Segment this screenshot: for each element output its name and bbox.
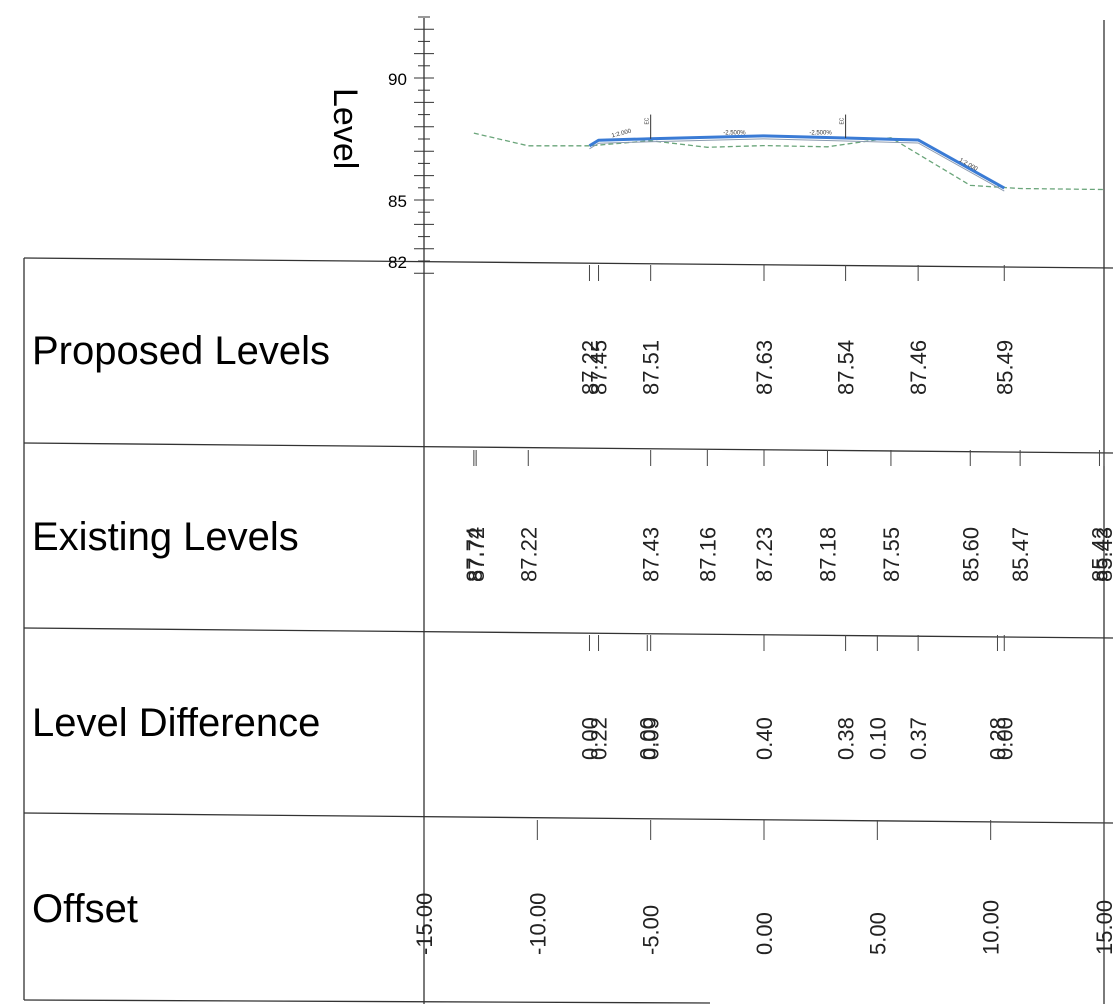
existing-value: 87.16	[695, 527, 720, 582]
row-divider-2	[23, 627, 1113, 639]
y-tick-90: 90	[388, 70, 407, 89]
proposed-surface-line	[588, 134, 1005, 190]
proposed-layer-line	[589, 138, 1005, 192]
existing-value: 87.23	[752, 527, 777, 582]
proposed-value: 87.51	[639, 340, 664, 395]
y-tick-85: 85	[388, 192, 407, 211]
existing-value: 87.22	[516, 527, 541, 582]
difference-value: 0.38	[834, 717, 859, 760]
row-label-difference: Level Difference	[32, 701, 320, 745]
proposed-value: 87.63	[752, 340, 777, 395]
table-bottom-border	[23, 999, 711, 1004]
row-divider-3	[23, 812, 1113, 824]
offset-tick-label: -5.00	[639, 905, 664, 955]
existing-value: 85.47	[1008, 527, 1033, 582]
row-label-offset: Offset	[32, 887, 138, 931]
difference-value: 0.09	[639, 717, 664, 760]
difference-value: 0.37	[906, 717, 931, 760]
difference-value: 0.00	[992, 717, 1017, 760]
profiles	[473, 132, 1105, 192]
y-axis-ticks	[414, 16, 434, 274]
row-label-proposed: Proposed Levels	[32, 329, 330, 373]
row-divider-1	[23, 442, 1113, 454]
offset-tick-label: 0.00	[752, 912, 777, 955]
slope-label: -2.500%	[723, 131, 746, 137]
difference-value: 0.40	[752, 717, 777, 760]
existing-value: 87.72	[464, 527, 489, 582]
proposed-value: 87.46	[906, 340, 931, 395]
existing-value: 87.18	[815, 527, 840, 582]
existing-value: 87.43	[639, 527, 664, 582]
existing-ground-line	[473, 132, 1105, 191]
existing-value: 87.74	[462, 527, 487, 582]
difference-value: 0.28	[985, 717, 1010, 760]
difference-value: 0.00	[577, 717, 602, 760]
existing-value: 85.60	[958, 527, 983, 582]
ec-label: EC	[645, 117, 651, 124]
offset-tick-label: -10.00	[525, 893, 550, 955]
difference-value: 0.00	[635, 717, 660, 760]
offset-tick-label: 5.00	[865, 912, 890, 955]
ec-label: EC	[840, 117, 846, 124]
existing-value: 85.42	[1087, 527, 1112, 582]
slope-label: 1:2.000	[611, 128, 633, 139]
difference-value: 0.22	[587, 717, 612, 760]
axis-title-level: Level	[326, 88, 364, 169]
table-top-border	[23, 257, 1113, 269]
proposed-value: 87.45	[587, 340, 612, 395]
offset-tick-label: 10.00	[979, 900, 1004, 955]
difference-value: 0.10	[865, 717, 890, 760]
proposed-value: 85.49	[992, 340, 1017, 395]
proposed-value: 87.54	[834, 340, 859, 395]
offset-tick-label: -15.00	[412, 893, 437, 955]
y-tick-82: 82	[388, 253, 407, 272]
slope-label: -2.500%	[809, 131, 832, 137]
existing-value: 85.43	[1092, 527, 1113, 582]
offset-tick-label: 15.00	[1092, 900, 1113, 955]
row-label-existing: Existing Levels	[32, 515, 299, 559]
existing-value: 87.55	[879, 527, 904, 582]
proposed-value: 87.22	[577, 340, 602, 395]
